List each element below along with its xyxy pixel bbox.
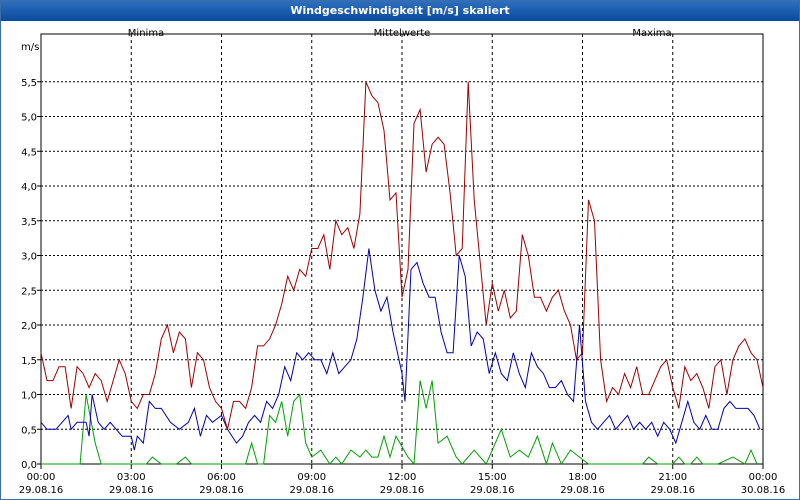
x-tick-time: 15:00 <box>478 472 507 483</box>
y-axis-unit: m/s <box>21 42 39 53</box>
x-tick-time: 12:00 <box>388 472 417 483</box>
series-lines <box>40 81 764 466</box>
y-tick-label: 2,5 <box>21 286 37 297</box>
y-tick-label: 3,5 <box>21 217 37 228</box>
legend-maxima: Maxima <box>632 28 671 39</box>
x-tick-date: 29.08.16 <box>109 485 154 496</box>
x-tick-date: 29.08.16 <box>650 485 695 496</box>
y-tick-label: 5,0 <box>21 113 37 124</box>
x-tick-time: 00:00 <box>27 472 56 483</box>
x-tick-time: 21:00 <box>658 472 687 483</box>
x-tick-date: 29.08.16 <box>19 485 64 496</box>
y-tick-label: 3,0 <box>21 252 37 263</box>
plot-area <box>40 33 764 465</box>
y-tick-label: 4,5 <box>21 147 37 158</box>
y-tick-label: 4,0 <box>21 182 37 193</box>
x-tick-time: 09:00 <box>297 472 326 483</box>
x-tick-date: 29.08.16 <box>289 485 334 496</box>
x-tick-time: 03:00 <box>117 472 146 483</box>
series-line-mittelwerte <box>40 248 761 451</box>
x-tick-date: 29.08.16 <box>470 485 515 496</box>
legend-minima: Minima <box>128 28 164 39</box>
y-axis-labels: 0,0 0,5 1,0 1,5 2,0 2,5 3,0 3,5 4,0 4,5 5,0 5,5 <box>21 78 37 471</box>
legend-mittelwerte: Mittelwerte <box>374 28 431 39</box>
x-axis-labels: 00:00 29.08.16 03:00 29.08.16 06:00 29.08.16 0… <box>19 472 786 496</box>
x-tick-date: 29.08.16 <box>560 485 605 496</box>
y-tick-label: 0,0 <box>21 460 37 471</box>
series-line-minima <box>41 380 758 466</box>
x-tick-time: 06:00 <box>207 472 236 483</box>
y-tick-label: 0,5 <box>21 425 37 436</box>
y-tick-label: 1,5 <box>21 356 37 367</box>
y-tick-label: 5,5 <box>21 78 37 89</box>
x-tick-date: 30.08.16 <box>741 485 786 496</box>
series-line-maxima <box>40 81 764 430</box>
wind-speed-chart: 0,0 0,5 1,0 1,5 2,0 2,5 3,0 3,5 4,0 4,5 5,0 5,5 00:… <box>19 28 786 496</box>
x-tick-time: 00:00 <box>749 472 778 483</box>
x-tick-time: 18:00 <box>568 472 597 483</box>
y-tick-label: 2,0 <box>21 321 37 332</box>
grid <box>37 34 764 469</box>
window-title: Windgeschwindigkeit [m/s] skaliert <box>1 1 799 21</box>
x-tick-date: 29.08.16 <box>380 485 425 496</box>
y-tick-label: 1,0 <box>21 391 37 402</box>
x-tick-date: 29.08.16 <box>199 485 244 496</box>
